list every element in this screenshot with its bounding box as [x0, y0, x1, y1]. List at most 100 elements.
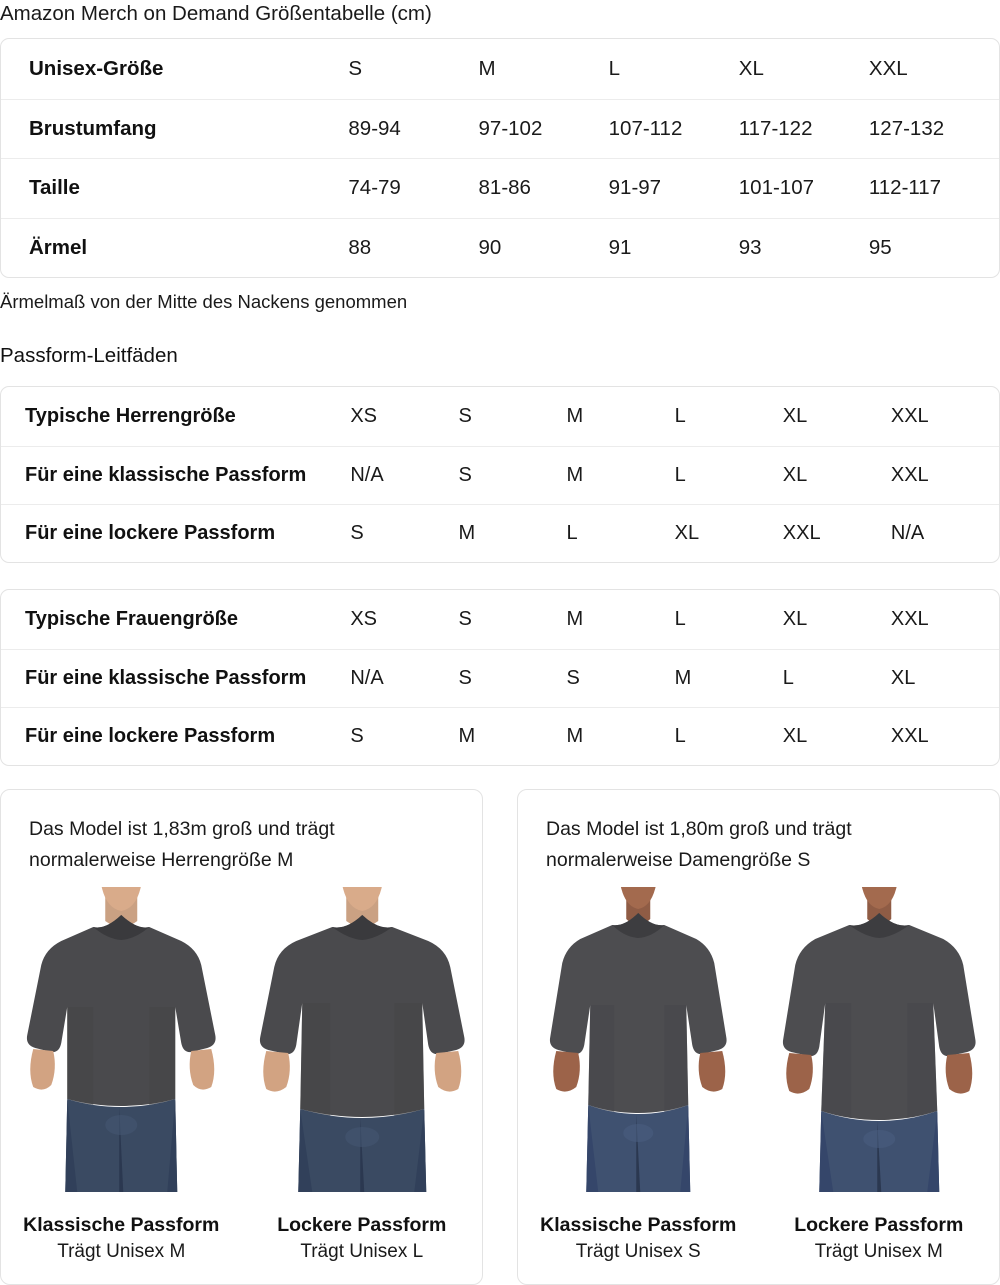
cell: 127-132 [868, 116, 945, 140]
size-table: Unisex-Größe S M L XL XXL Brustumfang 89… [0, 38, 1000, 278]
cell: XL [782, 463, 808, 486]
cell: S [350, 522, 364, 545]
fit-wears: Trägt Unisex L [300, 1241, 424, 1262]
female-model-classic-illustration [518, 887, 759, 1192]
model-photos-women [518, 887, 999, 1192]
cell: 107-112 [608, 116, 683, 140]
cell: XL [782, 725, 808, 748]
womens-fit-guide-table: Typische Frauengröße XS S M L XL XXL Für… [0, 589, 1000, 766]
cell: XXL [782, 522, 821, 545]
cell: S [350, 725, 364, 748]
cell: XXL [890, 607, 929, 630]
row-header-typical-mens-size: Typische Herrengröße [25, 404, 236, 427]
cell: L [674, 725, 686, 748]
female-model-relaxed-illustration [758, 887, 999, 1192]
model-card-women: Das Model ist 1,80m groß und trägt norma… [517, 789, 1000, 1285]
row-header-sleeve: Ärmel [29, 235, 88, 259]
cell: XXL [890, 404, 929, 427]
cell: XL [782, 607, 808, 630]
table-row: Für eine lockere Passform S M L XL XXL N… [1, 504, 999, 562]
model-description-women: Das Model ist 1,80m groß und trägt norma… [546, 818, 852, 871]
cell: 93 [738, 235, 762, 259]
fit-labels-women: Klassische Passform Trägt Unisex S Locke… [518, 1212, 999, 1266]
fit-name: Lockere Passform [277, 1214, 447, 1236]
model-photo-relaxed-fit-women [758, 887, 1000, 1192]
row-header-relaxed-fit: Für eine lockere Passform [25, 725, 276, 748]
cell: S [458, 607, 472, 630]
cell: S [458, 463, 472, 486]
cell: 97-102 [478, 116, 543, 140]
model-card-men: Das Model ist 1,83m groß und trägt norma… [0, 789, 483, 1285]
model-photo-classic-fit-men [1, 887, 242, 1192]
table-row: Typische Frauengröße XS S M L XL XXL [1, 590, 999, 649]
cell: 90 [478, 235, 502, 259]
fit-name: Klassische Passform [540, 1214, 737, 1236]
male-model-classic-illustration [1, 887, 242, 1192]
table-row: Für eine lockere Passform S M M L XL XXL [1, 707, 999, 765]
model-description-men: Das Model ist 1,83m groß und trägt norma… [29, 818, 335, 871]
fit-label-relaxed-men: Lockere Passform Trägt Unisex L [242, 1212, 483, 1266]
mens-fit-guide-table: Typische Herrengröße XS S M L XL XXL Für… [0, 386, 1000, 563]
cell: 91-97 [608, 176, 662, 200]
row-header-classic-fit: Für eine klassische Passform [25, 666, 307, 689]
cell: 81-86 [478, 176, 531, 200]
fit-name: Lockere Passform [794, 1214, 964, 1236]
row-header-classic-fit: Für eine klassische Passform [25, 463, 307, 486]
fit-wears: Trägt Unisex S [575, 1241, 701, 1262]
cell: N/A [350, 666, 384, 689]
sleeve-measurement-note: Ärmelmaß von der Mitte des Nackens genom… [0, 291, 408, 312]
cell: S [348, 56, 363, 80]
cell: M [566, 463, 584, 486]
cell: M [566, 404, 584, 427]
fit-label-relaxed-women: Lockere Passform Trägt Unisex M [759, 1212, 1000, 1266]
cell: XXL [890, 463, 929, 486]
cell: L [674, 404, 686, 427]
cell: XL [782, 404, 808, 427]
cell: S [458, 404, 472, 427]
cell: XXL [868, 56, 908, 80]
cell: XXL [890, 725, 929, 748]
cell: 74-79 [348, 176, 401, 200]
cell: N/A [350, 463, 384, 486]
cell: 112-117 [868, 176, 942, 200]
cell: 95 [868, 235, 892, 259]
table-row: Ärmel 88 90 91 93 95 [1, 217, 999, 278]
row-header-waist: Taille [29, 176, 80, 200]
model-photo-classic-fit-women [518, 887, 759, 1192]
table-row: Unisex-Größe S M L XL XXL [1, 39, 999, 99]
model-photo-relaxed-fit-men [241, 887, 483, 1192]
cell: L [566, 522, 578, 545]
fit-wears: Trägt Unisex M [57, 1241, 186, 1262]
cell: S [566, 666, 580, 689]
cell: 89-94 [348, 116, 401, 140]
table-row: Brustumfang 89-94 97-102 107-112 117-122… [1, 98, 999, 159]
cell: M [674, 666, 692, 689]
fit-label-classic-men: Klassische Passform Trägt Unisex M [1, 1212, 242, 1266]
cell: M [566, 607, 584, 630]
cell: L [782, 666, 794, 689]
row-header-relaxed-fit: Für eine lockere Passform [25, 522, 276, 545]
table-row: Taille 74-79 81-86 91-97 101-107 112-117 [1, 158, 999, 218]
table-row: Typische Herrengröße XS S M L XL XXL [1, 387, 999, 446]
cell: L [674, 607, 686, 630]
cell: 101-107 [738, 176, 814, 200]
cell: 88 [348, 235, 372, 259]
cell: XS [350, 404, 378, 427]
page-title: Amazon Merch on Demand Größentabelle (cm… [0, 2, 432, 25]
cell: L [608, 56, 621, 80]
fit-labels-men: Klassische Passform Trägt Unisex M Locke… [1, 1212, 482, 1266]
row-header-typical-womens-size: Typische Frauengröße [25, 607, 239, 630]
cell: M [478, 56, 496, 80]
cell: XL [890, 666, 916, 689]
male-model-relaxed-illustration [241, 887, 482, 1192]
fit-guides-heading: Passform-Leitfäden [0, 344, 178, 367]
cell: M [458, 522, 476, 545]
model-photos-men [1, 887, 482, 1192]
cell: 117-122 [738, 116, 813, 140]
fit-name: Klassische Passform [23, 1214, 220, 1236]
cell: M [458, 725, 476, 748]
cell: XL [738, 56, 764, 80]
table-row: Für eine klassische Passform N/A S S M L… [1, 648, 999, 708]
cell: S [458, 666, 472, 689]
